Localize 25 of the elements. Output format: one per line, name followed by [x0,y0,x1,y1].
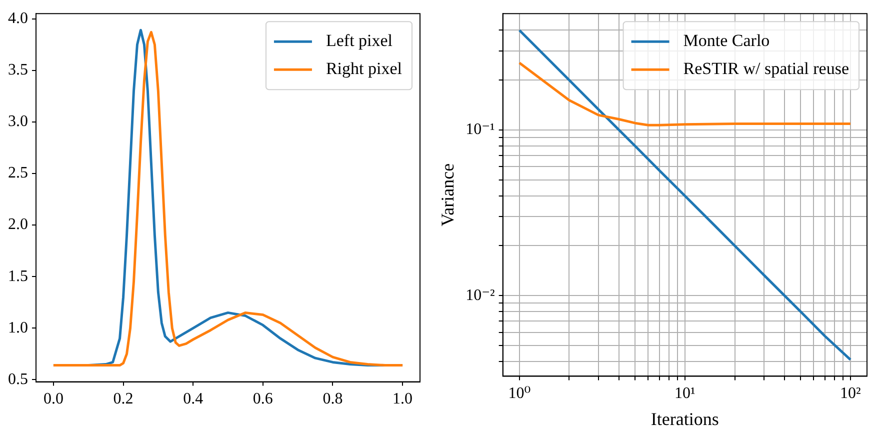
x-tick-label: 10¹ [674,385,696,402]
legend-label: Left pixel [326,31,393,50]
x-tick-label: 0.8 [322,390,343,408]
y-tick-label: 10⁻² [466,286,496,304]
x-axis-title: Iterations [650,408,719,429]
x-tick-label: 0.6 [252,390,273,408]
y-axis-title: Variance [438,163,458,226]
y-tick-label: 10⁻¹ [466,121,496,138]
x-tick-label: 0.0 [43,390,64,408]
x-tick-label: 0.4 [183,390,204,408]
legend-label: Right pixel [326,59,402,78]
x-tick-label: 0.2 [113,390,134,408]
x-tick-label: 1.0 [392,390,413,408]
y-tick-label: 1.5 [8,268,28,285]
x-tick-label: 10⁰ [508,385,531,402]
y-tick-label: 2.0 [8,216,28,234]
y-tick-label: 2.5 [8,164,28,182]
y-tick-label: 3.0 [8,113,28,130]
legend-label: ReSTIR w/ spatial reuse [683,59,849,78]
x-tick-label: 10² [840,385,862,402]
y-tick-label: 0.5 [8,370,28,388]
y-tick-label: 4.0 [8,10,28,27]
y-tick-label: 3.5 [8,62,28,79]
legend-label: Monte Carlo [683,31,770,50]
y-tick-label: 1.0 [8,319,28,336]
